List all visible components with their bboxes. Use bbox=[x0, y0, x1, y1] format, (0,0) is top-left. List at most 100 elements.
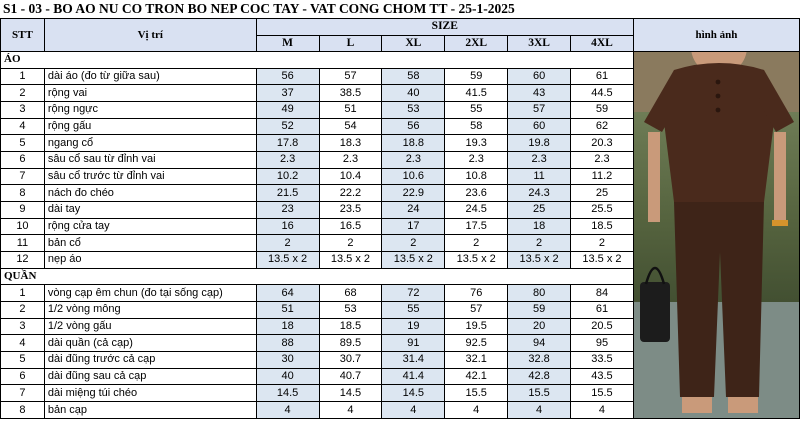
size-value-m[interactable]: 13.5 x 2 bbox=[255, 251, 320, 269]
header-size-2xl[interactable]: 2XL bbox=[444, 34, 509, 52]
size-value-2xl[interactable]: 57 bbox=[444, 301, 509, 319]
row-number[interactable]: 6 bbox=[0, 367, 45, 386]
size-value-xl[interactable]: 91 bbox=[381, 334, 446, 353]
size-value-xl[interactable]: 31.4 bbox=[381, 351, 446, 369]
size-value-xl[interactable]: 19 bbox=[381, 317, 446, 336]
size-value-3xl[interactable]: 13.5 x 2 bbox=[507, 251, 572, 269]
size-value-m[interactable]: 10.2 bbox=[255, 167, 320, 186]
size-value-3xl[interactable]: 4 bbox=[507, 401, 572, 419]
header-position[interactable]: Vị trí bbox=[43, 18, 257, 52]
size-value-xl[interactable]: 17 bbox=[381, 217, 446, 236]
section-title[interactable]: QUẦN bbox=[0, 267, 634, 286]
header-size-xl[interactable]: XL bbox=[381, 34, 446, 52]
size-value-4xl[interactable]: 62 bbox=[570, 117, 634, 136]
measurement-position[interactable]: dài miệng túi chéo bbox=[43, 384, 257, 403]
size-value-l[interactable]: 10.4 bbox=[318, 167, 383, 186]
measurement-position[interactable]: sâu cổ trước từ đỉnh vai bbox=[43, 167, 257, 186]
size-value-2xl[interactable]: 15.5 bbox=[444, 384, 509, 403]
size-value-4xl[interactable]: 11.2 bbox=[570, 167, 634, 186]
row-number[interactable]: 11 bbox=[0, 234, 45, 253]
measurement-position[interactable]: bản cổ bbox=[43, 234, 257, 253]
size-value-3xl[interactable]: 59 bbox=[507, 301, 572, 319]
size-value-4xl[interactable]: 61 bbox=[570, 301, 634, 319]
size-value-3xl[interactable]: 80 bbox=[507, 284, 572, 303]
size-value-3xl[interactable]: 24.3 bbox=[507, 184, 572, 203]
size-value-m[interactable]: 40 bbox=[255, 367, 320, 386]
row-number[interactable]: 2 bbox=[0, 301, 45, 319]
size-value-l[interactable]: 38.5 bbox=[318, 84, 383, 103]
size-value-4xl[interactable]: 13.5 x 2 bbox=[570, 251, 634, 269]
size-value-l[interactable]: 2 bbox=[318, 234, 383, 253]
header-size-l[interactable]: L bbox=[318, 34, 383, 52]
size-value-4xl[interactable]: 20.5 bbox=[570, 317, 634, 336]
size-value-2xl[interactable]: 24.5 bbox=[444, 201, 509, 219]
size-value-4xl[interactable]: 4 bbox=[570, 401, 634, 419]
size-value-m[interactable]: 18 bbox=[255, 317, 320, 336]
size-value-3xl[interactable]: 2 bbox=[507, 234, 572, 253]
size-value-2xl[interactable]: 42.1 bbox=[444, 367, 509, 386]
size-value-xl[interactable]: 41.4 bbox=[381, 367, 446, 386]
size-value-l[interactable]: 53 bbox=[318, 301, 383, 319]
size-value-3xl[interactable]: 20 bbox=[507, 317, 572, 336]
measurement-position[interactable]: rộng cửa tay bbox=[43, 217, 257, 236]
size-value-2xl[interactable]: 13.5 x 2 bbox=[444, 251, 509, 269]
size-value-xl[interactable]: 18.8 bbox=[381, 134, 446, 153]
size-value-xl[interactable]: 2.3 bbox=[381, 151, 446, 169]
measurement-position[interactable]: rộng ngực bbox=[43, 101, 257, 119]
header-stt[interactable]: STT bbox=[0, 18, 45, 52]
size-value-4xl[interactable]: 2.3 bbox=[570, 151, 634, 169]
size-value-xl[interactable]: 56 bbox=[381, 117, 446, 136]
size-value-m[interactable]: 21.5 bbox=[255, 184, 320, 203]
size-value-2xl[interactable]: 19.3 bbox=[444, 134, 509, 153]
size-value-2xl[interactable]: 10.8 bbox=[444, 167, 509, 186]
row-number[interactable]: 5 bbox=[0, 134, 45, 153]
size-value-4xl[interactable]: 2 bbox=[570, 234, 634, 253]
measurement-position[interactable]: dài áo (đo từ giữa sau) bbox=[43, 67, 257, 86]
measurement-position[interactable]: dài đũng trước cả cạp bbox=[43, 351, 257, 369]
size-value-m[interactable]: 2.3 bbox=[255, 151, 320, 169]
size-value-l[interactable]: 22.2 bbox=[318, 184, 383, 203]
measurement-position[interactable]: ngang cổ bbox=[43, 134, 257, 153]
size-value-4xl[interactable]: 25.5 bbox=[570, 201, 634, 219]
row-number[interactable]: 6 bbox=[0, 151, 45, 169]
size-value-2xl[interactable]: 76 bbox=[444, 284, 509, 303]
size-value-3xl[interactable]: 42.8 bbox=[507, 367, 572, 386]
row-number[interactable]: 4 bbox=[0, 334, 45, 353]
product-photo-cell[interactable] bbox=[632, 51, 800, 419]
measurement-position[interactable]: 1/2 vòng gấu bbox=[43, 317, 257, 336]
size-value-3xl[interactable]: 18 bbox=[507, 217, 572, 236]
size-value-l[interactable]: 18.3 bbox=[318, 134, 383, 153]
size-value-2xl[interactable]: 55 bbox=[444, 101, 509, 119]
size-value-4xl[interactable]: 61 bbox=[570, 67, 634, 86]
size-value-3xl[interactable]: 2.3 bbox=[507, 151, 572, 169]
size-value-4xl[interactable]: 95 bbox=[570, 334, 634, 353]
size-value-l[interactable]: 13.5 x 2 bbox=[318, 251, 383, 269]
size-value-4xl[interactable]: 18.5 bbox=[570, 217, 634, 236]
size-value-2xl[interactable]: 41.5 bbox=[444, 84, 509, 103]
size-value-3xl[interactable]: 43 bbox=[507, 84, 572, 103]
size-value-xl[interactable]: 4 bbox=[381, 401, 446, 419]
size-value-4xl[interactable]: 20.3 bbox=[570, 134, 634, 153]
header-size[interactable]: SIZE bbox=[255, 18, 634, 36]
size-value-l[interactable]: 30.7 bbox=[318, 351, 383, 369]
measurement-position[interactable]: rộng gấu bbox=[43, 117, 257, 136]
row-number[interactable]: 1 bbox=[0, 67, 45, 86]
size-value-l[interactable]: 89.5 bbox=[318, 334, 383, 353]
size-value-3xl[interactable]: 25 bbox=[507, 201, 572, 219]
size-value-m[interactable]: 23 bbox=[255, 201, 320, 219]
size-value-m[interactable]: 52 bbox=[255, 117, 320, 136]
row-number[interactable]: 10 bbox=[0, 217, 45, 236]
size-value-3xl[interactable]: 32.8 bbox=[507, 351, 572, 369]
row-number[interactable]: 2 bbox=[0, 84, 45, 103]
size-value-m[interactable]: 88 bbox=[255, 334, 320, 353]
row-number[interactable]: 4 bbox=[0, 117, 45, 136]
header-size-4xl[interactable]: 4XL bbox=[570, 34, 634, 52]
size-value-m[interactable]: 51 bbox=[255, 301, 320, 319]
row-number[interactable]: 1 bbox=[0, 284, 45, 303]
size-value-2xl[interactable]: 92.5 bbox=[444, 334, 509, 353]
size-value-xl[interactable]: 14.5 bbox=[381, 384, 446, 403]
size-value-m[interactable]: 17.8 bbox=[255, 134, 320, 153]
size-value-xl[interactable]: 2 bbox=[381, 234, 446, 253]
header-size-3xl[interactable]: 3XL bbox=[507, 34, 572, 52]
size-value-m[interactable]: 49 bbox=[255, 101, 320, 119]
